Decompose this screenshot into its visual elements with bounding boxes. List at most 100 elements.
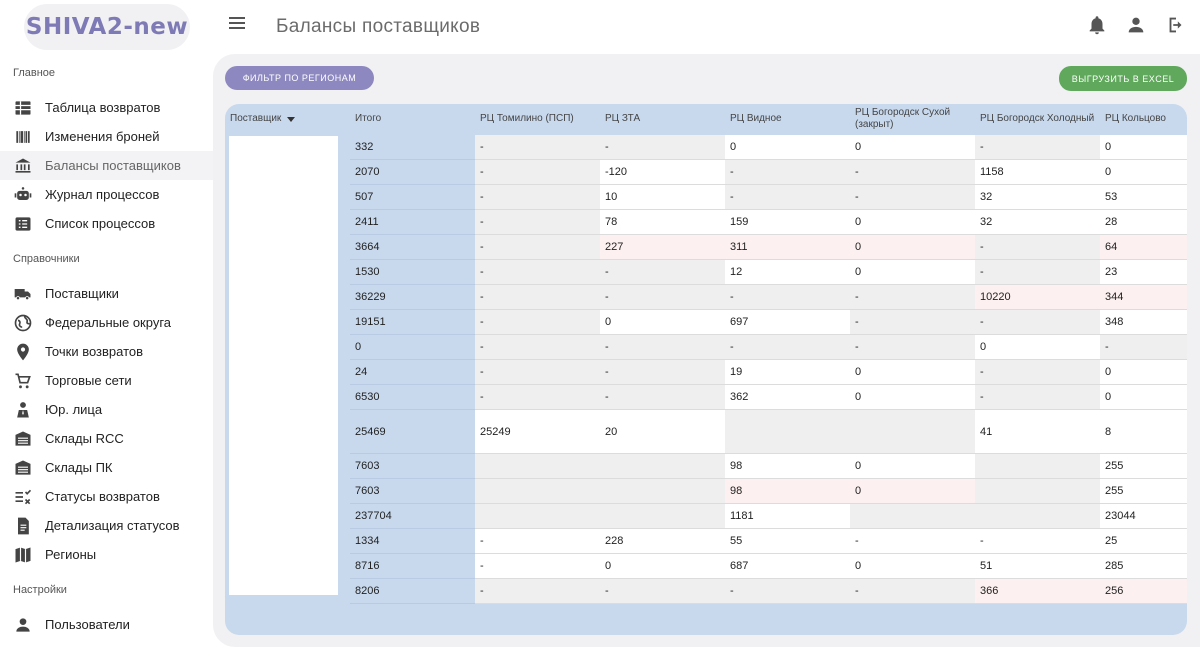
table-row[interactable]: 7603 98 0 255 (225, 454, 1187, 479)
balance-cell: - (850, 160, 975, 185)
column-header-label: РЦ ЗТА (605, 113, 641, 124)
balance-cell: 19 (725, 360, 850, 385)
column-header[interactable]: Поставщик (230, 104, 347, 134)
sidebar-item[interactable]: Статусы возвратов (0, 482, 213, 511)
sidebar-item[interactable]: Регионы (0, 540, 213, 569)
column-header-label: РЦ Богородск Сухой (закрыт) (855, 107, 951, 130)
balance-cell: - (725, 285, 850, 310)
balance-cell: - (975, 385, 1100, 410)
balance-cell (475, 454, 600, 479)
balance-cell (600, 479, 725, 504)
balance-cell: 55 (725, 529, 850, 554)
table-row[interactable]: 1334-228 55- -25 (225, 529, 1187, 554)
column-header-label: РЦ Томилино (ПСП) (480, 113, 574, 124)
balance-cell: - (725, 335, 850, 360)
column-header-label: Поставщик (230, 113, 282, 124)
balance-cell: 0 (850, 260, 975, 285)
balance-cell: 0 (850, 554, 975, 579)
sidebar-section-title: Справочники (13, 253, 80, 265)
globe-icon (13, 313, 33, 333)
balance-cell: - (475, 185, 600, 210)
sidebar-item[interactable]: Список процессов (0, 209, 213, 238)
balance-cell: - (725, 579, 850, 604)
table-row[interactable]: 19151-0 697- -348 (225, 310, 1187, 335)
total-cell: 36229 (350, 285, 475, 310)
table-row[interactable]: 8716-0 687 0 51 285 (225, 554, 1187, 579)
filter-by-region-button[interactable]: Фильтр по регионам (225, 66, 374, 90)
table-row[interactable]: 237704 1181 23044 (225, 504, 1187, 529)
table-row[interactable]: 8206- - - -366 256 (225, 579, 1187, 604)
table-row[interactable]: 24- -19 0-0 (225, 360, 1187, 385)
balance-cell: - (475, 210, 600, 235)
table-row[interactable]: 25469 25249 20 41 8 (225, 410, 1187, 454)
balance-cell: 8 (1100, 410, 1187, 454)
sidebar-item-label: Журнал процессов (45, 187, 160, 202)
sidebar-item[interactable]: Юр. лица (0, 395, 213, 424)
table-row[interactable]: 36229- - - -10220 344 (225, 285, 1187, 310)
table-icon (13, 98, 33, 118)
sidebar-item[interactable]: Поставщики (0, 279, 213, 308)
sidebar-item[interactable]: Таблица возвратов (0, 93, 213, 122)
export-excel-button[interactable]: Выгрузить в Excel (1059, 66, 1187, 91)
table-row[interactable]: 3664-227 311 0-64 (225, 235, 1187, 260)
sidebar-item-label: Склады ПК (45, 460, 113, 475)
sidebar-item-label: Таблица возвратов (45, 100, 161, 115)
balance-cell: 348 (1100, 310, 1187, 335)
table-row[interactable]: 2070- -120- -1158 0 (225, 160, 1187, 185)
balance-cell: - (725, 185, 850, 210)
balance-cell: - (475, 310, 600, 335)
balance-cell: 159 (725, 210, 850, 235)
balance-cell: 285 (1100, 554, 1187, 579)
balance-cell (975, 454, 1100, 479)
table-row[interactable]: 7603 98 0 255 (225, 479, 1187, 504)
bell-icon[interactable] (1086, 14, 1108, 36)
total-cell: 6530 (350, 385, 475, 410)
table-row[interactable]: 0----0- (225, 335, 1187, 360)
sidebar-item[interactable]: Пользователи (0, 610, 213, 639)
table-row[interactable]: 2411-78 159 0 32 28 (225, 210, 1187, 235)
column-header: РЦ Кольцово (1105, 104, 1184, 134)
total-cell: 507 (350, 185, 475, 210)
sidebar-item[interactable]: Изменения броней (0, 122, 213, 151)
balance-cell: - (975, 260, 1100, 285)
balance-cell (475, 479, 600, 504)
balance-cell: 28 (1100, 210, 1187, 235)
sidebar-item-label: Склады RCC (45, 431, 124, 446)
balance-cell: - (600, 335, 725, 360)
balance-cell: - (475, 160, 600, 185)
table-row[interactable]: 1530- -12 0-23 (225, 260, 1187, 285)
balance-cell: 23 (1100, 260, 1187, 285)
table-row[interactable]: 332- -0 0-0 (225, 135, 1187, 160)
sidebar-item[interactable]: Склады ПК (0, 453, 213, 482)
sidebar-item[interactable]: Балансы поставщиков (0, 151, 213, 180)
truck-icon (13, 284, 33, 304)
sidebar-item[interactable]: Федеральные округа (0, 308, 213, 337)
logout-icon[interactable] (1165, 14, 1187, 36)
user-icon[interactable] (1125, 14, 1147, 36)
sort-caret-icon[interactable] (287, 116, 296, 122)
sidebar-item[interactable]: Точки возвратов (0, 337, 213, 366)
sidebar-item-label: Изменения броней (45, 129, 160, 144)
total-cell: 8716 (350, 554, 475, 579)
balance-cell: - (475, 135, 600, 160)
sidebar-section-title: Настройки (13, 584, 67, 596)
sidebar-item-label: Список процессов (45, 216, 156, 231)
table-row[interactable]: 6530- -362 0-0 (225, 385, 1187, 410)
checklist-icon (13, 487, 33, 507)
balance-cell: 10220 (975, 285, 1100, 310)
app-logo[interactable]: SHIVA2-new (24, 4, 190, 50)
balance-cell: - (475, 360, 600, 385)
balance-cell (850, 410, 975, 454)
balance-cell: - (850, 335, 975, 360)
sidebar-item[interactable]: Детализация статусов (0, 511, 213, 540)
sidebar-item[interactable]: Журнал процессов (0, 180, 213, 209)
balance-cell: - (475, 260, 600, 285)
sidebar-item[interactable]: Торговые сети (0, 366, 213, 395)
balance-cell: 98 (725, 454, 850, 479)
sidebar-item[interactable]: Склады RCC (0, 424, 213, 453)
hamburger-menu-icon[interactable] (226, 14, 248, 36)
bank-icon (13, 156, 33, 176)
balance-cell: 0 (850, 235, 975, 260)
balance-cell: - (850, 185, 975, 210)
table-row[interactable]: 507-10- -32 53 (225, 185, 1187, 210)
